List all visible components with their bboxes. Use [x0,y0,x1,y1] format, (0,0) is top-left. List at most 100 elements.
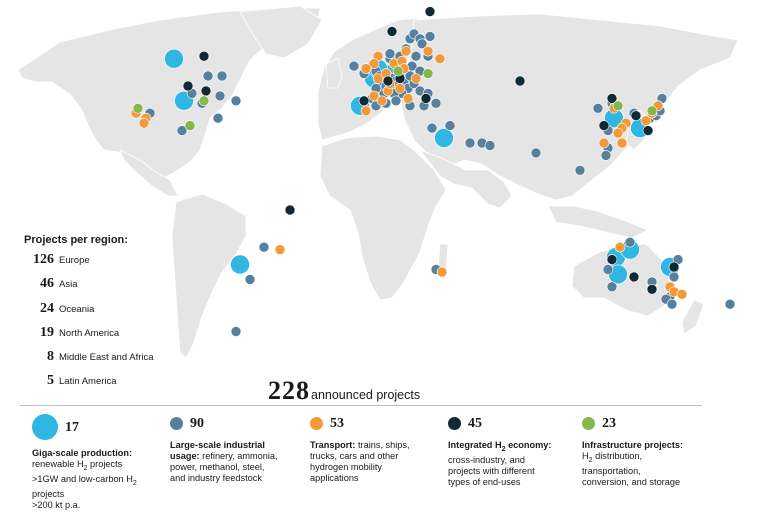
uk-landmass [325,57,343,89]
region-name: Oceania [59,303,95,315]
infrastructure-project-marker [132,103,144,114]
industrial-project-marker [230,326,242,337]
infrastructure-project-marker [422,68,434,79]
industrial-project-marker [668,271,680,283]
legend-integrated: 45 Integrated H2 economy: cross-industry, … [448,410,551,488]
integrated-project-marker [200,85,212,97]
infrastructure-project-marker [612,100,624,112]
category-text: hydrogen mobility [310,462,383,472]
legend-giga: 17 Giga-scale production: renewable H2 pro… [32,410,137,511]
category-text: conversion, and storage [582,476,681,487]
infrastructure-legend-dot [582,416,595,430]
category-title: Infrastructure projects: [582,440,684,450]
industrial-project-marker [666,298,678,310]
industrial-project-marker [244,274,256,285]
category-title: Giga-scale production: [32,448,133,458]
legend-transport: 53 Transport: trains, ships, trucks, cars … [310,410,410,484]
integrated-project-marker [598,120,610,131]
transport-project-marker [138,117,150,129]
region-name: Asia [59,279,78,291]
transport-project-marker [436,266,448,278]
industrial-project-marker [258,241,270,253]
transport-project-marker [612,127,624,139]
category-count: 90 [190,415,204,431]
transport-project-marker [372,73,384,84]
integrated-project-marker [386,26,398,37]
integrated-project-marker [358,95,370,107]
land-masses [17,5,739,359]
integrated-project-marker [646,283,658,295]
giga-project-marker [434,128,454,148]
region-count: 8 [47,349,54,365]
category-text: projects with different [448,465,535,476]
industrial-project-marker [430,98,442,109]
industrial-project-marker [202,70,214,82]
new-zealand-landmass [681,299,705,335]
asia-landmass [399,13,739,201]
world-map [17,5,739,359]
industrial-project-marker [212,112,224,124]
industrial-project-marker [416,38,428,50]
transport-project-marker [422,45,434,57]
region-row: 5 Latin America [24,373,204,397]
integrated-legend-dot [448,416,461,430]
category-description: Infrastructure projects: H2 distribution,… [582,440,683,488]
category-count: 17 [65,419,79,435]
industrial-project-marker [348,60,360,72]
greenland-landmass [239,5,323,59]
category-text: power, methanol, steel, [170,462,265,472]
industrial-project-marker [602,264,614,275]
industrial-project-marker [484,140,496,151]
category-text: H2 distribution, [582,451,643,464]
industrial-project-marker [214,90,226,102]
integrated-project-marker [182,80,194,92]
giga-project-marker [164,48,184,69]
integrated-project-marker [668,261,680,273]
category-text: renewable H2 projects [32,459,123,472]
category-description: Transport: trains, ships, trucks, cars an… [310,440,410,484]
region-count: 5 [47,373,54,389]
region-count: 19 [40,324,54,340]
region-list: 126 Europe 46 Asia 24 Oceania 19 North America 8… [24,252,204,398]
transport-project-marker [368,58,380,69]
category-title: usage: [170,451,200,461]
legend-industrial: 90 Large-scale industrial usage: refinery,… [170,410,278,484]
total-projects: 228 announced projects [268,376,420,406]
industrial-project-marker [600,150,612,161]
regions-panel: Projects per region: 126 Europe 46 Asia 24 Oc… [24,234,204,398]
transport-legend-dot [310,416,323,430]
arabia-india-landmass [418,149,513,209]
industrial-project-marker [410,50,422,62]
industrial-project-marker [606,281,618,293]
industrial-project-marker [574,165,586,176]
integrated-project-marker [284,204,296,216]
transport-project-marker [400,45,412,57]
category-text: and industry feedstock [170,473,262,483]
region-row: 19 North America [24,325,204,349]
central-america-landmass [119,149,179,197]
category-text: projects [32,488,65,499]
transport-project-marker [360,105,372,117]
industrial-project-marker [530,147,542,159]
region-count: 24 [40,300,54,316]
south-america-landmass [171,193,247,359]
total-label: announced projects [311,388,421,402]
integrated-project-marker [198,50,210,62]
industrial-project-marker [464,137,476,149]
transport-project-marker [614,241,626,253]
giga-project-marker [230,254,250,275]
category-text: refinery, ammonia, [199,451,278,461]
transport-project-marker [616,137,628,149]
transport-project-marker [434,53,446,65]
category-text: transportation, [582,465,641,476]
category-description: Large-scale industrial usage: refinery, a… [170,440,278,484]
category-description: Integrated H2 economy: cross-industry, an… [448,440,551,488]
infrastructure-project-marker [646,105,658,117]
industrial-project-marker [724,298,736,310]
industrial-legend-dot [170,416,183,430]
region-row: 46 Asia [24,276,204,300]
industrial-project-marker [426,122,438,134]
legend-infrastructure: 23 Infrastructure projects: H2 distributio… [582,410,683,488]
category-text: trains, ships, [355,440,410,450]
transport-project-marker [676,288,688,300]
